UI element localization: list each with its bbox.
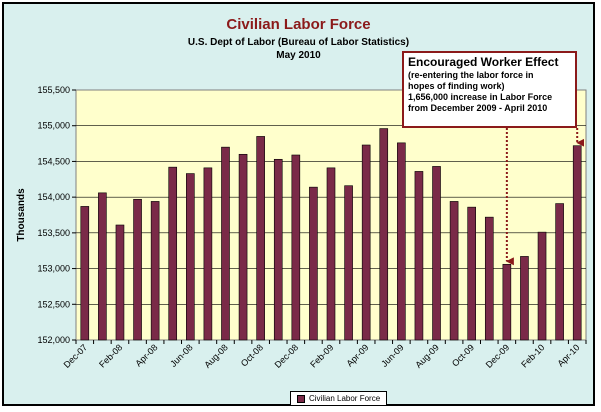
chart-subtitle-2: May 2010 <box>276 50 321 61</box>
annotation-line-1: (re-entering the labor force in <box>408 70 534 80</box>
chart-subtitle-1: U.S. Dept of Labor (Bureau of Labor Stat… <box>187 37 410 48</box>
bar-sep-08 <box>238 153 248 341</box>
legend: Civilian Labor Force <box>290 391 388 406</box>
bar-oct-08 <box>256 136 265 341</box>
bar-jan-08 <box>98 192 107 341</box>
bar-feb-09 <box>326 167 336 341</box>
x-tick-label: Jun-08 <box>168 342 195 369</box>
y-tick-label: 155,500 <box>37 85 70 95</box>
y-tick-label: 154,000 <box>37 192 70 202</box>
x-tick-label: Dec-08 <box>273 342 301 370</box>
legend-swatch <box>297 394 305 403</box>
bar-feb-08 <box>115 224 125 341</box>
bar-jun-08 <box>186 173 195 341</box>
legend-label: Civilian Labor Force <box>309 394 381 403</box>
bar-feb-10 <box>537 231 547 341</box>
bar-may-09 <box>379 128 389 341</box>
bar-mar-09 <box>344 185 353 341</box>
bar-dec-07 <box>80 206 90 341</box>
bar-apr-09 <box>361 144 371 341</box>
bar-nov-09 <box>484 216 494 341</box>
bar-mar-10 <box>555 203 564 341</box>
chart-frame: Civilian Labor Force U.S. Dept of Labor … <box>2 2 595 406</box>
annotation-line-3: 1,656,000 increase in Labor Force <box>408 92 553 102</box>
bar-dec-08 <box>291 154 301 341</box>
x-tick-label: Aug-09 <box>413 342 441 370</box>
x-tick-label: Apr-08 <box>133 342 159 368</box>
annotation-line-4: from December 2009 - April 2010 <box>408 103 548 113</box>
bar-sep-09 <box>449 201 459 341</box>
bar-may-08 <box>168 166 178 341</box>
bar-jul-09 <box>414 171 424 341</box>
x-tick-label: Oct-09 <box>450 342 476 368</box>
y-tick-label: 153,500 <box>37 228 70 238</box>
bar-oct-09 <box>467 206 476 341</box>
bar-apr-10 <box>572 145 582 341</box>
y-tick-label: 152,000 <box>37 335 70 345</box>
y-tick-label: 152,500 <box>37 299 70 309</box>
x-tick-label: Feb-09 <box>308 342 335 369</box>
annotation-heading: Encouraged Worker Effect <box>408 55 559 69</box>
bar-jun-09 <box>397 142 406 341</box>
x-tick-label: Jun-09 <box>379 342 406 369</box>
x-tick-label: Dec-07 <box>62 342 90 370</box>
bar-dec-09 <box>502 263 512 341</box>
bar-jul-08 <box>203 167 213 341</box>
chart-title: Civilian Labor Force <box>226 16 371 33</box>
bar-apr-08 <box>150 201 160 341</box>
x-tick-label: Apr-10 <box>555 342 581 368</box>
bar-aug-08 <box>221 146 230 341</box>
y-tick-label: 153,000 <box>37 264 70 274</box>
bar-mar-08 <box>133 198 142 341</box>
bar-nov-08 <box>273 158 283 341</box>
x-tick-label: Dec-09 <box>484 342 512 370</box>
chart-plot: 152,000 152,500 153,000 153,500 154,000 154,5… <box>16 85 587 370</box>
bar-jan-10 <box>520 256 529 341</box>
bar-aug-09 <box>432 166 441 341</box>
y-axis-label: Thousands <box>16 188 27 242</box>
bar-jan-09 <box>309 186 318 341</box>
annotation-line-2: hopes of finding work) <box>408 81 505 91</box>
y-tick-label: 155,000 <box>37 121 70 131</box>
y-tick-label: 154,500 <box>37 156 70 166</box>
x-tick-label: Feb-08 <box>97 342 124 369</box>
x-tick-label: Feb-10 <box>519 342 546 369</box>
x-tick-label: Apr-09 <box>344 342 370 368</box>
x-tick-label: Aug-08 <box>202 342 230 370</box>
x-tick-label: Oct-08 <box>239 342 265 368</box>
annotation-box: Encouraged Worker Effect (re-entering th… <box>402 51 577 128</box>
